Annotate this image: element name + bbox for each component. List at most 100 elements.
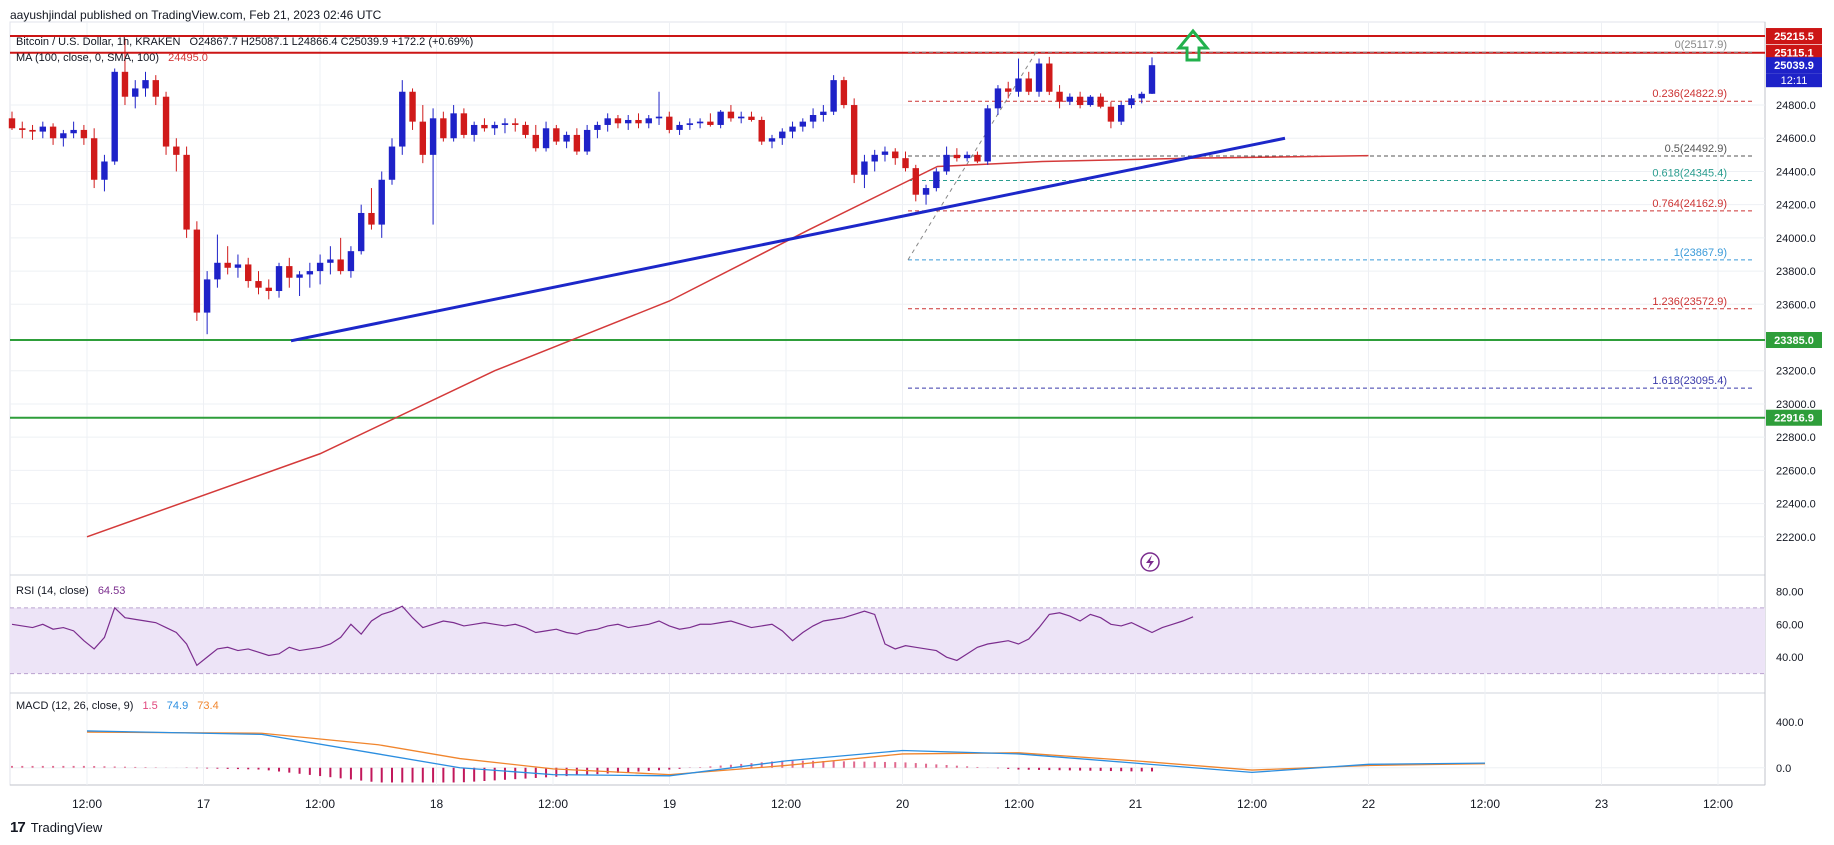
x-tick-label: 19 — [663, 797, 677, 811]
candle-body — [686, 123, 694, 125]
candle-body — [368, 212, 375, 225]
candle-body — [840, 80, 848, 106]
candle-body — [532, 134, 539, 149]
macd-line — [86, 730, 1486, 777]
x-tick-label: 12:00 — [1470, 797, 1500, 811]
candle-body — [1046, 63, 1053, 92]
candle-body — [214, 262, 221, 280]
x-tick-label: 22 — [1362, 797, 1376, 811]
candle-body — [1005, 88, 1012, 92]
price-tag-box — [1766, 332, 1822, 349]
candle-body — [193, 229, 201, 313]
candle-body — [655, 116, 663, 119]
y-tick-label: 24000.0 — [1776, 233, 1816, 245]
y-tick-label: 23800.0 — [1776, 266, 1816, 278]
candle-body — [29, 129, 36, 132]
candle-body — [727, 111, 735, 119]
candle-body — [1015, 78, 1022, 92]
price-tag-box — [1766, 57, 1822, 74]
candle-body — [542, 128, 550, 149]
candle-body — [922, 188, 930, 195]
legend-symbol-row: Bitcoin / U.S. Dollar, 1h, KRAKEN O24867… — [16, 36, 479, 48]
countdown-label: 12:11 — [1781, 75, 1808, 87]
candle-body — [614, 118, 622, 124]
y-tick-label: 24800.0 — [1776, 100, 1816, 112]
candle-body — [779, 131, 786, 139]
candle-body — [943, 154, 950, 172]
candle-body — [491, 124, 498, 129]
candle-body — [203, 279, 211, 313]
candle-body — [789, 126, 796, 132]
candle-body — [737, 116, 745, 119]
candle-body — [440, 118, 447, 139]
candle-body — [1025, 78, 1032, 92]
y-tick-label: 22200.0 — [1776, 532, 1816, 544]
legend-macd-label: MACD (12, 26, close, 9) — [16, 700, 134, 712]
candle-body — [820, 111, 827, 115]
y-tick-label: 24400.0 — [1776, 166, 1816, 178]
candle-body — [132, 88, 139, 97]
x-tick-label: 12:00 — [1004, 797, 1034, 811]
candle-body — [49, 126, 57, 139]
candle-body — [357, 212, 365, 252]
candle-body — [388, 146, 396, 180]
trendline — [290, 136, 1286, 343]
price-tag-label: 25115.1 — [1774, 48, 1813, 60]
candle-body — [594, 124, 601, 130]
candle-body — [984, 108, 991, 162]
price-tag-label: 22916.9 — [1774, 413, 1814, 425]
countdown-box — [1766, 73, 1822, 88]
candle-body — [583, 129, 591, 152]
candle-body — [974, 154, 981, 162]
price-tag-label: 25215.5 — [1774, 31, 1814, 43]
x-tick-label: 12:00 — [1703, 797, 1733, 811]
fib-level-label: 0.5(24492.9) — [1665, 143, 1727, 155]
x-tick-label: 18 — [430, 797, 444, 811]
legend-ma-value: 24495.0 — [168, 52, 208, 64]
candle-body — [871, 154, 878, 162]
fib-level-label: 0.236(24822.9) — [1652, 88, 1727, 100]
ma100-line — [86, 154, 1369, 538]
candle-body — [696, 121, 704, 124]
y-tick-label: 22400.0 — [1776, 499, 1816, 511]
candle-body — [101, 161, 108, 180]
up-arrow-icon — [1175, 28, 1211, 62]
fib-anchor-line — [907, 51, 1037, 261]
candle-body — [768, 138, 776, 142]
footer-brand[interactable]: 17 TradingView — [10, 819, 102, 836]
candle-body — [604, 118, 611, 125]
candle-body — [70, 129, 77, 134]
candle-body — [799, 121, 807, 127]
y-tick-label: 23600.0 — [1776, 299, 1816, 311]
candle-body — [1097, 96, 1104, 107]
candle-body — [80, 129, 88, 139]
candle-body — [563, 134, 570, 142]
candle-body — [173, 146, 180, 155]
candle-body — [881, 151, 889, 155]
candle-body — [39, 126, 47, 132]
price-tag-box — [1766, 409, 1822, 426]
legend-macd-row: MACD (12, 26, close, 9) 1.5 74.9 73.4 — [16, 700, 225, 712]
candle-body — [481, 124, 488, 129]
candle-body — [1117, 105, 1125, 122]
candle-body — [378, 179, 385, 225]
candle-body — [645, 118, 652, 124]
candle-body — [635, 119, 642, 124]
x-tick-label: 12:00 — [305, 797, 335, 811]
publisher-header: aayushjindal published on TradingView.co… — [10, 8, 382, 22]
price-tag-label: 25039.9 — [1774, 60, 1814, 72]
rsi-tick-label: 60.00 — [1776, 619, 1804, 631]
candle-body — [19, 128, 26, 130]
candle-body — [953, 154, 961, 159]
legend-symbol: Bitcoin / U.S. Dollar, 1h, KRAKEN — [16, 36, 181, 48]
candle-body — [625, 119, 632, 124]
candle-body — [450, 113, 457, 139]
candle-body — [111, 71, 118, 162]
candle-body — [470, 124, 478, 135]
candle-body — [152, 80, 159, 97]
legend-rsi-label: RSI (14, close) — [16, 585, 89, 597]
candle-body — [963, 154, 971, 159]
candle-body — [234, 264, 242, 268]
candle-body — [409, 91, 416, 122]
